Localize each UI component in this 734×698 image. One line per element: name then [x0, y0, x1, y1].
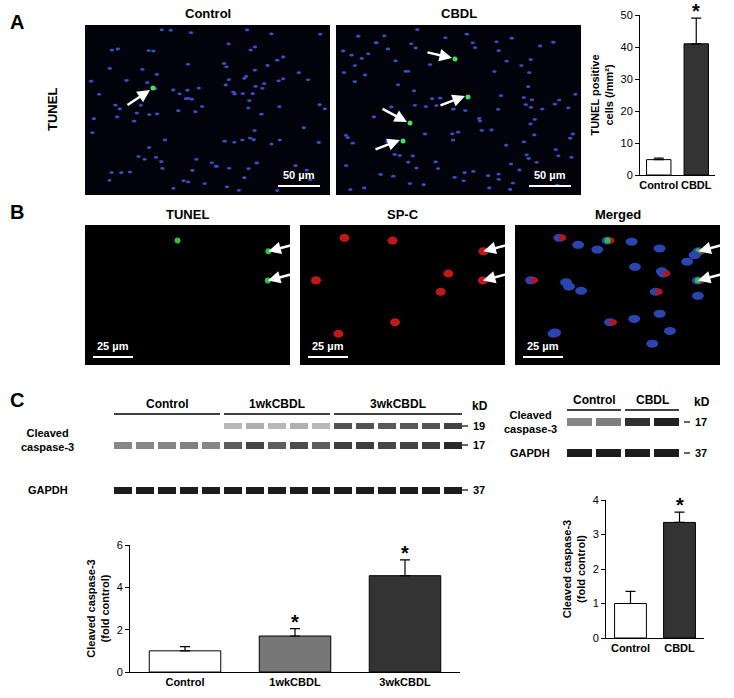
svg-text:0: 0	[117, 666, 123, 678]
svg-text:25 µm: 25 µm	[97, 340, 129, 352]
svg-text:GAPDH: GAPDH	[510, 447, 550, 459]
svg-text:*: *	[401, 542, 409, 564]
svg-text:37: 37	[473, 484, 485, 496]
svg-text:2: 2	[593, 563, 599, 575]
svg-text:4: 4	[117, 581, 123, 593]
svg-text:Cleaved caspase-3(fold control: Cleaved caspase-3(fold control)	[85, 559, 111, 657]
svg-text:Control: Control	[611, 642, 650, 654]
svg-text:6: 6	[117, 539, 123, 551]
svg-text:37: 37	[695, 447, 707, 459]
svg-text:kD: kD	[694, 395, 710, 409]
svg-text:*: *	[291, 611, 299, 633]
svg-text:SP-C: SP-C	[387, 207, 419, 222]
svg-text:*: *	[692, 0, 700, 22]
svg-text:50 µm: 50 µm	[534, 169, 566, 181]
svg-text:TUNEL positivecells (/mm²): TUNEL positivecells (/mm²)	[589, 54, 615, 135]
svg-text:1wkCBDL: 1wkCBDL	[249, 397, 305, 411]
svg-text:1wkCBDL: 1wkCBDL	[269, 676, 321, 688]
svg-text:2: 2	[117, 624, 123, 636]
svg-text:CBDL: CBDL	[636, 393, 669, 407]
svg-text:50 µm: 50 µm	[283, 169, 315, 181]
svg-text:C: C	[10, 389, 24, 411]
svg-text:4: 4	[593, 494, 599, 506]
svg-text:Control: Control	[185, 6, 231, 21]
svg-text:TUNEL: TUNEL	[45, 88, 60, 131]
svg-text:Control: Control	[165, 676, 204, 688]
svg-text:0: 0	[627, 169, 633, 181]
svg-text:CBDL: CBDL	[681, 179, 712, 191]
svg-text:17: 17	[695, 416, 707, 428]
svg-text:kD: kD	[472, 399, 488, 413]
svg-text:Cleaved caspase-3(fold control: Cleaved caspase-3(fold control)	[561, 520, 587, 618]
svg-text:1: 1	[593, 597, 599, 609]
svg-text:CBDL: CBDL	[664, 642, 695, 654]
svg-text:Merged: Merged	[595, 207, 641, 222]
svg-text:17: 17	[473, 439, 485, 451]
svg-text:20: 20	[621, 105, 633, 117]
svg-text:*: *	[676, 494, 684, 516]
svg-text:CBDL: CBDL	[441, 6, 477, 21]
svg-text:25 µm: 25 µm	[527, 340, 559, 352]
svg-text:40: 40	[621, 41, 633, 53]
svg-text:B: B	[10, 201, 24, 223]
svg-text:Control: Control	[573, 393, 616, 407]
svg-text:50: 50	[621, 9, 633, 21]
svg-text:GAPDH: GAPDH	[28, 484, 68, 496]
svg-text:Cleavedcaspase-3: Cleavedcaspase-3	[21, 427, 74, 453]
svg-text:25 µm: 25 µm	[312, 340, 344, 352]
svg-text:30: 30	[621, 73, 633, 85]
svg-text:Cleavedcaspase-3: Cleavedcaspase-3	[504, 409, 557, 435]
svg-text:Control: Control	[146, 397, 189, 411]
svg-text:10: 10	[621, 137, 633, 149]
svg-text:3wkCBDL: 3wkCBDL	[379, 676, 431, 688]
svg-text:19: 19	[473, 420, 485, 432]
svg-text:A: A	[10, 11, 24, 33]
svg-text:TUNEL: TUNEL	[166, 207, 209, 222]
svg-text:3wkCBDL: 3wkCBDL	[370, 397, 426, 411]
svg-text:0: 0	[593, 632, 599, 644]
svg-text:Control: Control	[639, 179, 678, 191]
svg-text:3: 3	[593, 528, 599, 540]
